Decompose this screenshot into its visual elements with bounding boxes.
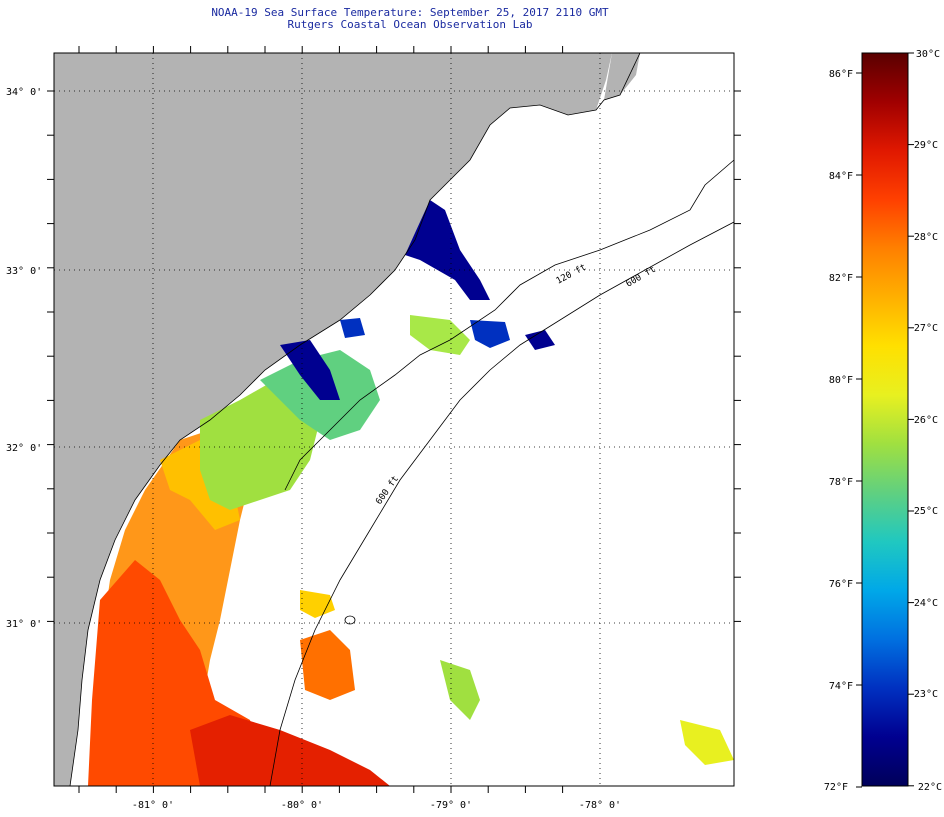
colorbar (861, 52, 909, 787)
axis-ticks (47, 46, 741, 793)
map-frame (53, 52, 735, 787)
colorbar-c-label: 22°C (918, 782, 942, 793)
lon-label-81: -81° 0' (132, 800, 174, 811)
sst-cold-patches (280, 200, 555, 400)
isobath-120ft (284, 159, 734, 491)
land-area-north (604, 53, 640, 100)
colorbar-c-label: 24°C (914, 598, 938, 609)
celsius-scale: 30°C 29°C 28°C 27°C 26°C 25°C 24°C 23°C … (914, 49, 942, 793)
lon-label-78: -78° 0' (579, 800, 621, 811)
colorbar-c-label: 29°C (914, 140, 938, 151)
colorbar-c-label: 26°C (914, 415, 938, 426)
colorbar-f-label: 74°F (829, 681, 853, 692)
lat-label-33: 33° 0' (6, 266, 42, 277)
colorbar-f-label: 76°F (829, 579, 853, 590)
colorbar-c-label: 28°C (914, 232, 938, 243)
colorbar-f-label: 84°F (829, 171, 853, 182)
colorbar-f-label: 72°F (824, 782, 848, 793)
fahrenheit-scale: 86°F 84°F 82°F 80°F 78°F 76°F 74°F 72°F (824, 69, 853, 793)
colorbar-f-label: 82°F (829, 273, 853, 284)
lat-label-31: 31° 0' (6, 619, 42, 630)
colorbar-f-label: 86°F (829, 69, 853, 80)
lon-label-79: -79° 0' (430, 800, 472, 811)
colorbar-f-label: 80°F (829, 375, 853, 386)
isobath-ring (344, 615, 356, 625)
coastline (69, 53, 641, 786)
land-area (54, 53, 612, 786)
map-subtitle: Rutgers Coastal Ocean Observation Lab (287, 18, 533, 31)
colorbar-c-label: 30°C (916, 49, 940, 60)
colorbar-c-label: 23°C (914, 689, 938, 700)
lat-label-32: 32° 0' (6, 443, 42, 454)
map-title: NOAA-19 Sea Surface Temperature: Septemb… (211, 6, 609, 19)
colorbar-c-label: 25°C (914, 506, 938, 517)
isobath-600ft (269, 221, 734, 786)
graticule (54, 53, 734, 786)
colorbar-f-label: 78°F (829, 477, 853, 488)
lat-label-34: 34° 0' (6, 87, 42, 98)
lon-label-80: -80° 0' (281, 800, 323, 811)
colorbar-c-label: 27°C (914, 323, 938, 334)
colorbar-ticks (856, 52, 914, 788)
